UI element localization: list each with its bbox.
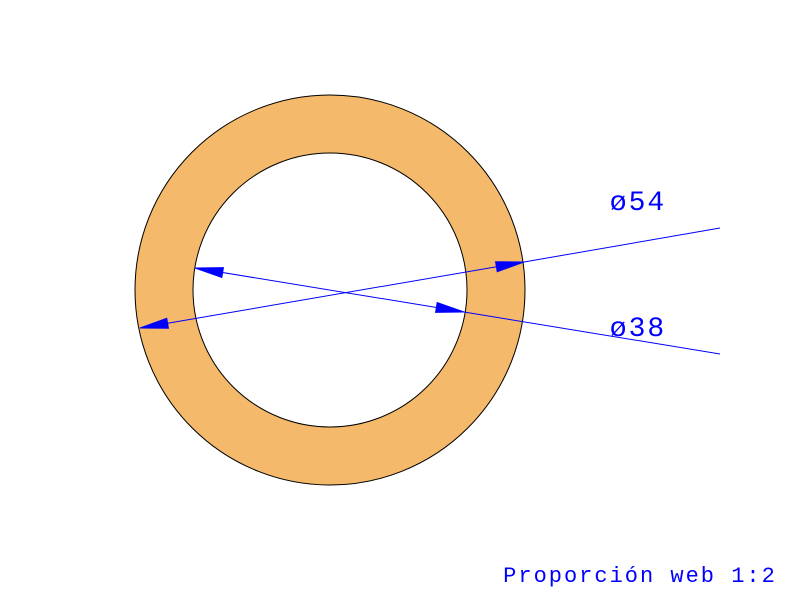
diagram-canvas: ø54 ø38 Proporción web 1:2 — [0, 0, 800, 600]
footer-proportion-label: Proporción web 1:2 — [503, 564, 777, 589]
dimension-outer-label: ø54 — [610, 188, 666, 219]
dimension-outer-leader — [524, 228, 720, 262]
dimension-inner-label: ø38 — [610, 314, 666, 345]
